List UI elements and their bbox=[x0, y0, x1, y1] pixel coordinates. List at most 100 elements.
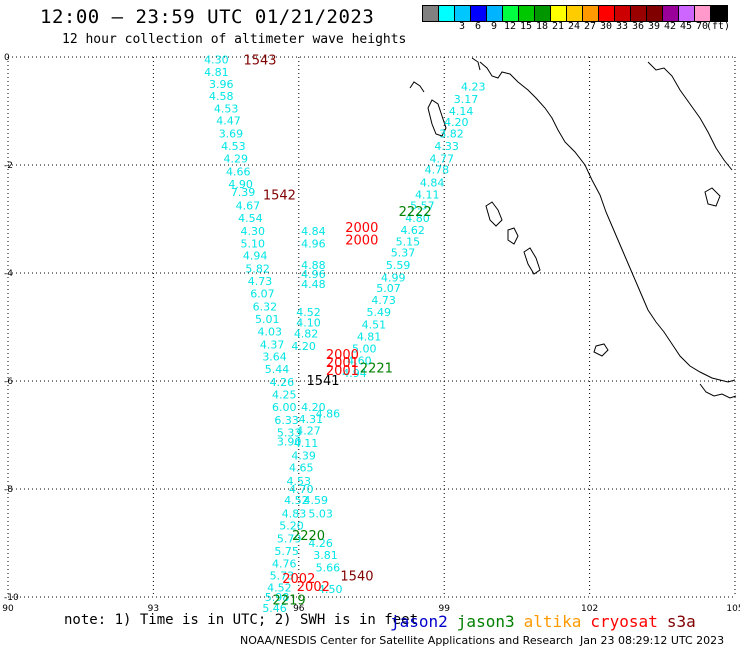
swh-value: 4.70 bbox=[289, 483, 314, 496]
swh-value: 5.98 bbox=[265, 591, 290, 604]
swh-value: 3.90 bbox=[277, 435, 302, 448]
swh-value: 4.78 bbox=[425, 163, 450, 176]
swh-value: 4.96 bbox=[301, 268, 326, 281]
satellite-legend-jason3: jason3 bbox=[456, 612, 515, 631]
swh-value: 5.03 bbox=[308, 507, 333, 520]
lat-tick-label: -8 bbox=[4, 485, 13, 495]
color-swatch bbox=[535, 6, 551, 21]
color-swatch bbox=[647, 6, 663, 21]
swh-value: 5.66 bbox=[316, 561, 341, 574]
color-swatch bbox=[455, 6, 471, 21]
color-scale-label: 42 bbox=[663, 21, 677, 32]
pagai-islands bbox=[523, 247, 541, 275]
credit-text: NOAA/NESDIS Center for Satellite Applica… bbox=[240, 634, 574, 647]
swh-value: 4.37 bbox=[260, 338, 285, 351]
color-scale-label: 18 bbox=[535, 21, 549, 32]
color-scale-label: 45 bbox=[679, 21, 693, 32]
swh-value: 4.53 bbox=[221, 140, 246, 153]
swh-value: 4.52 bbox=[284, 494, 309, 507]
swh-value: 4.23 bbox=[461, 81, 486, 94]
swh-value: 5.20 bbox=[279, 520, 304, 533]
swh-value: 4.81 bbox=[357, 331, 382, 344]
color-scale-label: 36 bbox=[631, 21, 645, 32]
swh-value: 4.84 bbox=[420, 176, 445, 189]
swh-value: 6.33 bbox=[274, 414, 299, 427]
swh-value: 5.07 bbox=[376, 282, 401, 295]
swh-value: 4.81 bbox=[204, 66, 229, 79]
color-swatch bbox=[663, 6, 679, 21]
lon-tick-label: 93 bbox=[148, 604, 159, 614]
color-scale-bar bbox=[422, 5, 728, 22]
pass-time-label: 2222 bbox=[399, 205, 432, 220]
swh-value: 5.15 bbox=[396, 236, 421, 249]
color-scale-label: 6 bbox=[474, 21, 482, 32]
swh-value: 4.10 bbox=[296, 317, 321, 330]
pass-time-label: 2002 bbox=[297, 580, 330, 595]
color-swatch bbox=[599, 6, 615, 21]
lon-tick-label: 105 bbox=[726, 604, 740, 614]
swh-value: 4.27 bbox=[296, 425, 321, 438]
swh-labels: 4.304.813.964.584.534.473.694.534.294.66… bbox=[204, 54, 485, 615]
pass-time-label: 2220 bbox=[292, 529, 325, 544]
swh-value: 3.81 bbox=[313, 549, 338, 562]
swh-value: 4.83 bbox=[282, 507, 307, 520]
satellite-legend-jason2: jason2 bbox=[390, 612, 448, 631]
pass-time-label: 2221 bbox=[360, 362, 393, 377]
swh-value: 4.96 bbox=[301, 237, 326, 250]
lat-tick-label: 0 bbox=[4, 53, 10, 63]
swh-value: 4.25 bbox=[272, 389, 297, 402]
color-scale-labels: 3 6 9 12 15 18 21 24 27 30 33 36 39 42 45 70 (ft) bbox=[422, 21, 730, 35]
pass-time-label: 2001 bbox=[326, 364, 359, 379]
swh-value: 4.26 bbox=[308, 537, 333, 550]
color-swatch bbox=[551, 6, 567, 21]
swh-value: 4.47 bbox=[216, 115, 241, 128]
sumatra-coastline bbox=[479, 61, 736, 383]
swh-value: 4.99 bbox=[381, 271, 406, 284]
swh-value: 5.33 bbox=[277, 426, 302, 439]
color-scale-label: 15 bbox=[519, 21, 533, 32]
swh-value: 5.82 bbox=[245, 263, 270, 276]
swh-value: 4.94 bbox=[243, 250, 268, 263]
swh-value: 4.48 bbox=[301, 278, 326, 291]
swh-value: 4.31 bbox=[299, 413, 324, 426]
swh-value: 4.53 bbox=[214, 102, 239, 115]
swh-value: 4.73 bbox=[371, 294, 396, 307]
pass-time-label: 2001 bbox=[326, 356, 359, 371]
swh-value: 5.37 bbox=[391, 246, 416, 259]
color-swatch bbox=[471, 6, 487, 21]
lon-tick-label: 96 bbox=[293, 604, 305, 614]
swh-value: 4.29 bbox=[224, 153, 249, 166]
swh-value: 3.96 bbox=[209, 78, 234, 91]
swh-value: 3.64 bbox=[262, 351, 287, 364]
swh-value: 5.73 bbox=[270, 569, 295, 582]
color-swatch bbox=[679, 6, 695, 21]
color-swatch bbox=[487, 6, 503, 21]
swh-value: 6.32 bbox=[253, 300, 278, 313]
note-text: note: 1) Time is in UTC; 2) SWH is in fe… bbox=[64, 612, 419, 628]
color-scale-label: 33 bbox=[615, 21, 629, 32]
lon-tick-label: 99 bbox=[438, 604, 450, 614]
swh-value: 4.66 bbox=[226, 165, 251, 178]
lat-tick-label: -6 bbox=[4, 377, 13, 387]
swh-value: 4.26 bbox=[270, 376, 295, 389]
swh-value: 4.11 bbox=[415, 189, 440, 202]
swh-value: 4.65 bbox=[289, 461, 314, 474]
swh-value: 4.76 bbox=[272, 558, 297, 571]
pass-time-label: 1541 bbox=[306, 374, 339, 389]
swh-value: 5.01 bbox=[255, 313, 280, 326]
color-scale-label: 39 bbox=[647, 21, 661, 32]
swh-value: 4.30 bbox=[241, 225, 266, 238]
satellite-legend-altika: altika bbox=[523, 612, 582, 631]
swh-value: 4.14 bbox=[449, 105, 474, 118]
bangka-island bbox=[704, 187, 721, 207]
pass-time-label: 1542 bbox=[263, 189, 296, 204]
swh-value: 4.20 bbox=[301, 401, 326, 414]
sumatra-north-tip bbox=[471, 57, 481, 71]
swh-value: 4.50 bbox=[318, 583, 343, 596]
satellite-legend-s3a: s3a bbox=[666, 612, 696, 631]
swh-value: 4.86 bbox=[316, 407, 341, 420]
lon-tick-label: 90 bbox=[2, 604, 14, 614]
nias-island bbox=[427, 99, 447, 137]
simeulue-island bbox=[409, 81, 425, 93]
